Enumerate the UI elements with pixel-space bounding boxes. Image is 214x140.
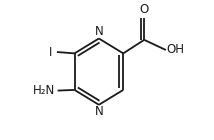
- Text: N: N: [95, 105, 103, 118]
- Text: I: I: [49, 46, 52, 59]
- Text: O: O: [140, 3, 149, 16]
- Text: N: N: [95, 25, 103, 38]
- Text: H₂N: H₂N: [33, 84, 55, 97]
- Text: OH: OH: [166, 44, 184, 57]
